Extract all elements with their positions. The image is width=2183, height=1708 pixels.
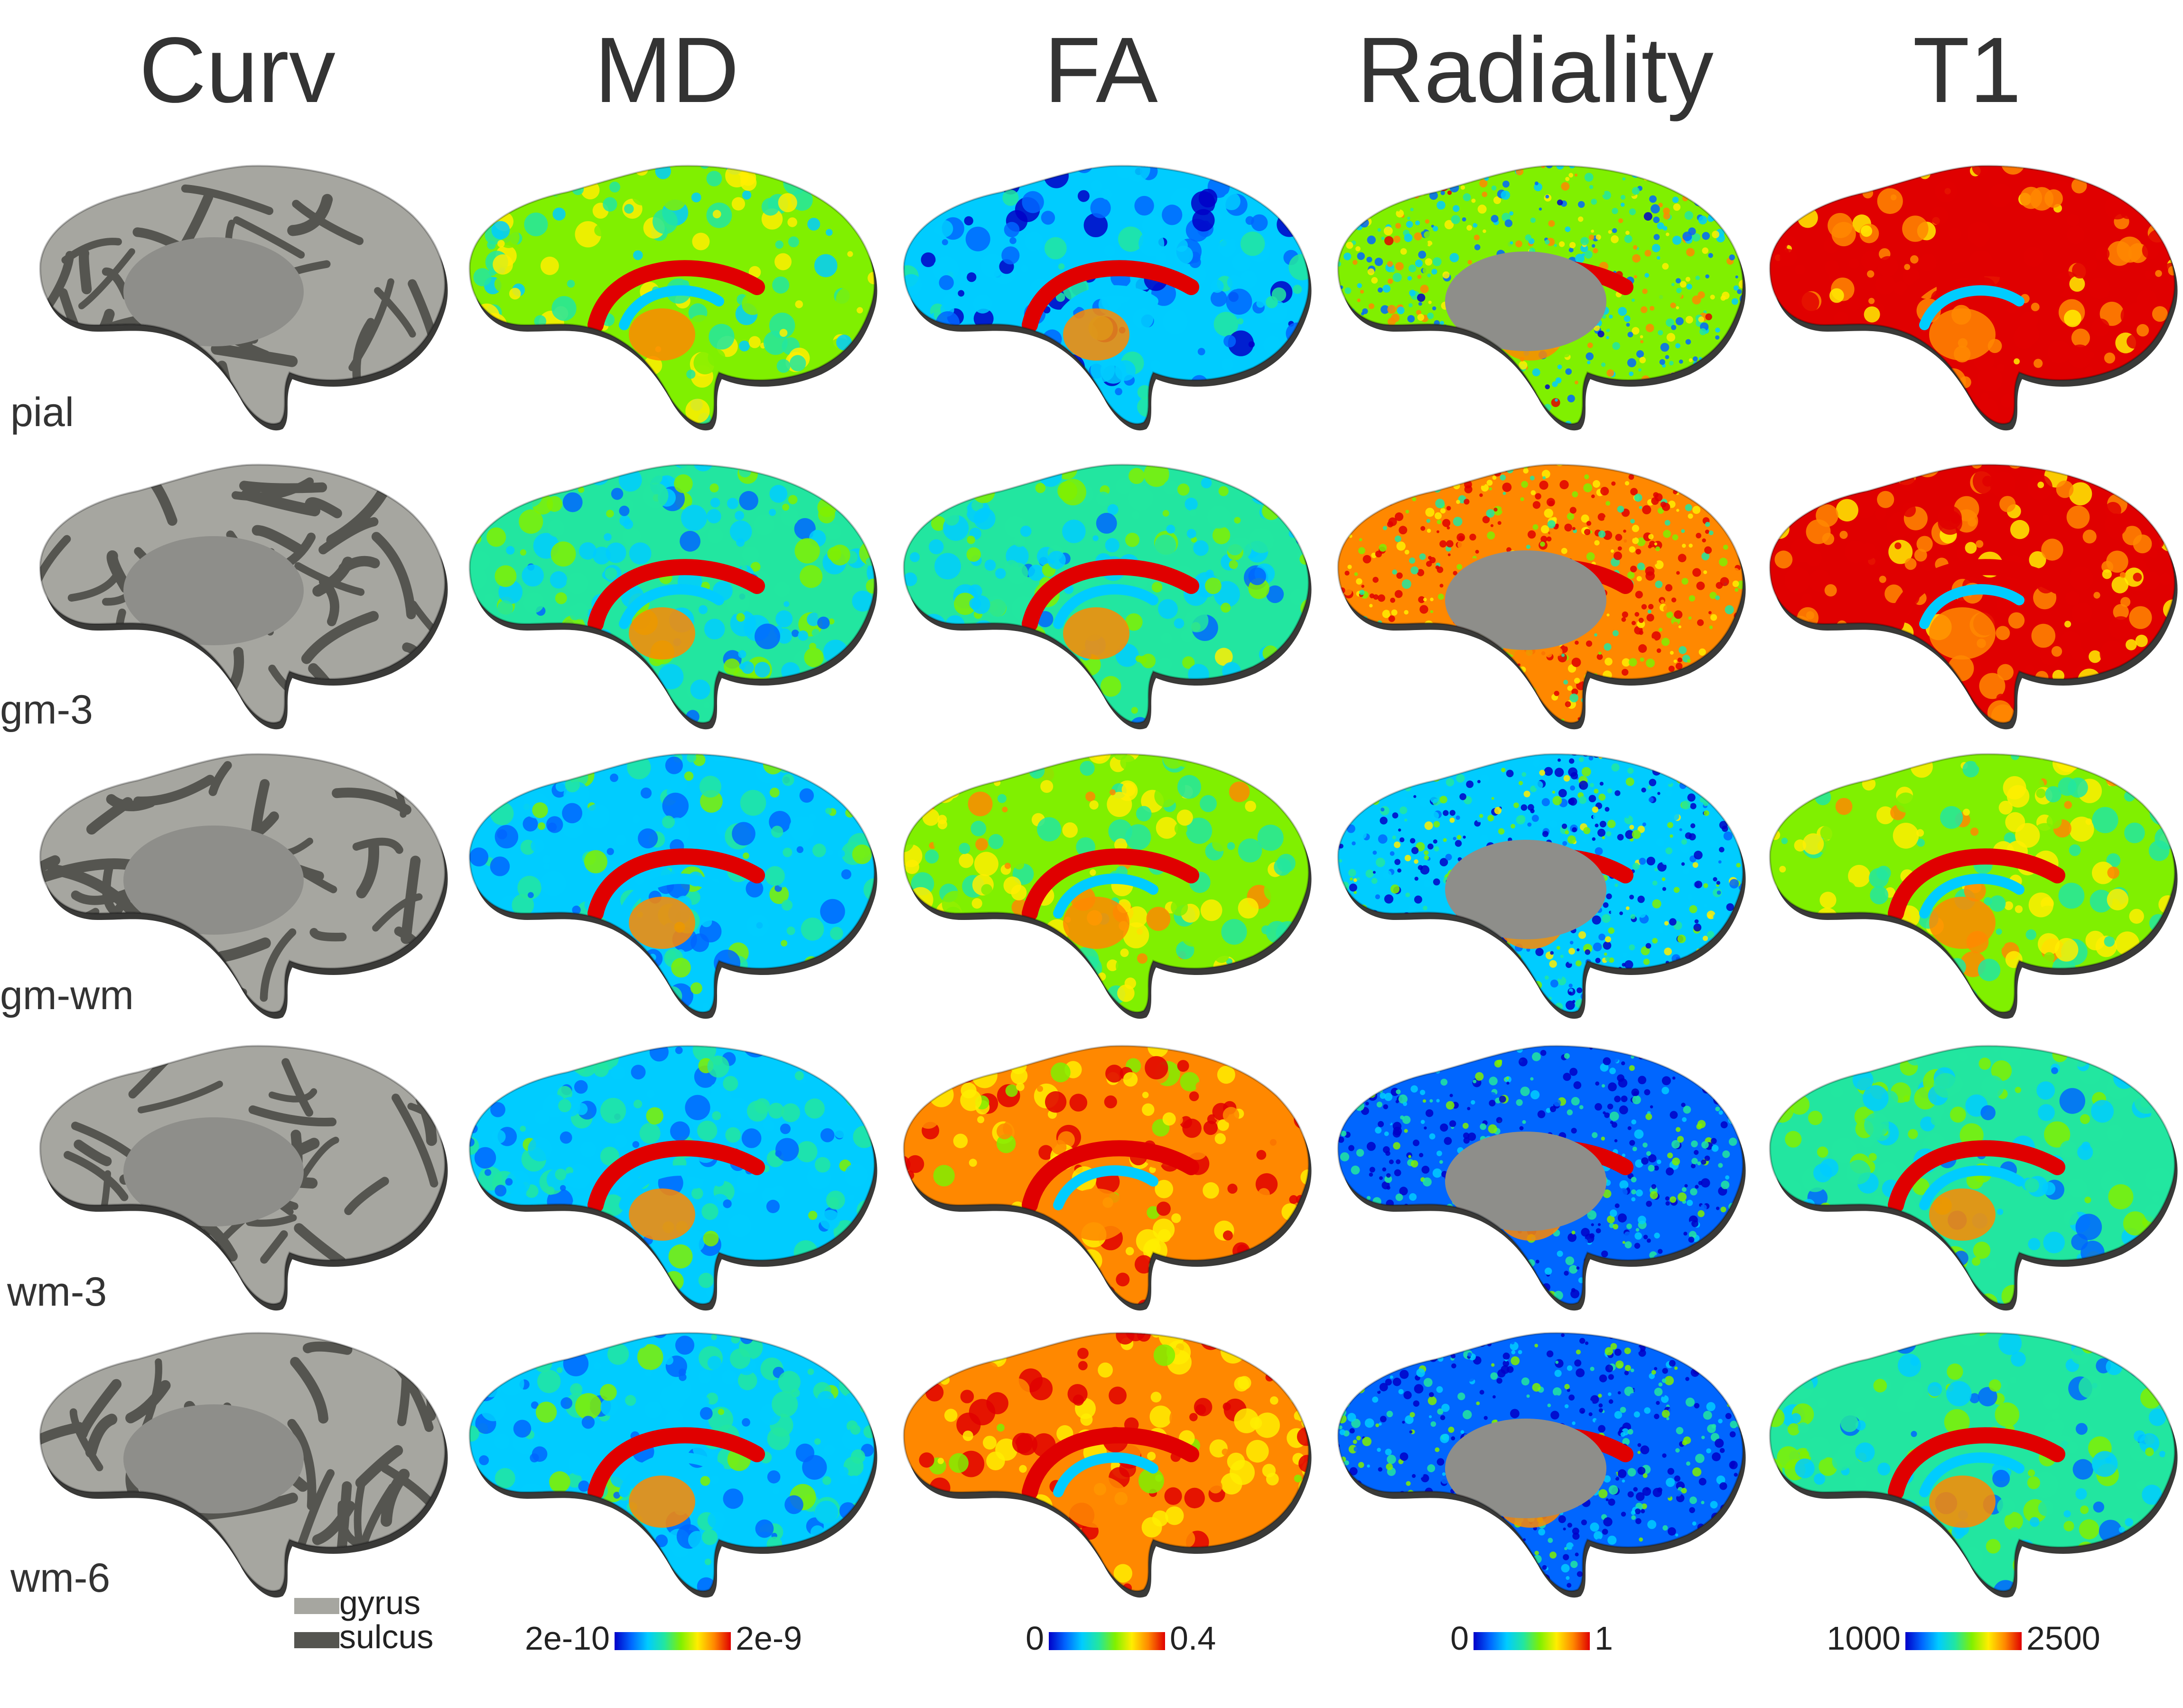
brain-surface-gm-wm-md: [468, 753, 877, 1019]
surface-texture: [1770, 1046, 2175, 1304]
surface-texture: [904, 754, 1309, 1012]
brain-surface-pial-radiality: [1337, 165, 1746, 431]
sulcus-label: sulcus: [339, 1618, 433, 1655]
surface-texture: [1338, 166, 1743, 424]
colorbar-fa-max: 0.4: [1170, 1620, 1216, 1657]
row-label-wm-6: wm-6: [10, 1555, 110, 1601]
surface-texture: [904, 464, 1309, 723]
brain-surface-gm-wm-fa: [903, 753, 1312, 1019]
brain-surface-gm-3-fa: [903, 464, 1312, 730]
brain-surface-gm-3-md: [468, 464, 877, 730]
surface-texture: [40, 166, 445, 424]
colorbar-t1-min: 1000: [1827, 1620, 1901, 1657]
brain-surface-gm-wm-radiality: [1337, 753, 1746, 1019]
col-title-md: MD: [595, 18, 739, 122]
surface-texture: [469, 166, 875, 424]
colorbar-fa-min: 0: [1026, 1620, 1044, 1657]
gyrus-label: gyrus: [339, 1584, 420, 1621]
colorbar-radiality-min: 0: [1450, 1620, 1469, 1657]
brain-surface-wm-6-curv: [39, 1332, 448, 1598]
brain-surface-wm-6-t1: [1769, 1332, 2178, 1598]
brain-surface-pial-md: [468, 165, 877, 431]
brain-surface-pial-fa: [903, 165, 1312, 431]
brain-surface-wm-3-curv: [39, 1045, 448, 1311]
brain-grid: [39, 165, 2178, 1598]
surface-texture: [904, 1046, 1309, 1304]
brain-surface-wm-3-t1: [1769, 1045, 2178, 1311]
row-labels: pial gm-3 gm-wm wm-3 wm-6: [0, 390, 134, 1601]
legends: gyrus sulcus 2e-10 2e-9 0 0.4 0 1 1000 2…: [294, 1584, 2100, 1657]
brain-surface-pial-t1: [1769, 165, 2178, 431]
surface-texture: [1338, 464, 1743, 723]
surface-texture: [40, 464, 445, 723]
surface-texture: [1770, 464, 2175, 723]
colorbar-fa: 0 0.4: [1026, 1620, 1216, 1657]
row-label-gm-wm: gm-wm: [0, 973, 134, 1018]
brain-surface-gm-3-t1: [1769, 464, 2178, 730]
colorbar-radiality-gradient: [1474, 1632, 1590, 1650]
brain-surface-gm-wm-t1: [1769, 753, 2178, 1019]
surface-texture: [40, 1333, 445, 1591]
surface-texture: [1770, 166, 2175, 424]
brain-surface-wm-6-radiality: [1337, 1332, 1746, 1598]
colorbar-md: 2e-10 2e-9: [525, 1620, 802, 1657]
colorbar-t1-gradient: [1905, 1632, 2022, 1650]
colorbar-radiality: 0 1: [1450, 1620, 1613, 1657]
surface-texture: [469, 464, 875, 723]
brain-surface-gm-3-radiality: [1337, 464, 1746, 730]
gyrus-swatch: [294, 1598, 339, 1614]
surface-texture: [1770, 1333, 2175, 1591]
row-label-pial: pial: [10, 390, 74, 435]
sulcus-swatch: [294, 1632, 339, 1648]
curv-legend: gyrus sulcus: [294, 1584, 433, 1655]
colorbar-md-gradient: [615, 1632, 731, 1650]
surface-texture: [1338, 1046, 1743, 1304]
col-title-fa: FA: [1044, 18, 1158, 122]
col-title-radiality: Radiality: [1357, 18, 1714, 122]
colorbar-md-min: 2e-10: [525, 1620, 610, 1657]
brain-surface-wm-3-radiality: [1337, 1045, 1746, 1311]
colorbar-md-max: 2e-9: [736, 1620, 802, 1657]
column-titles: Curv MD FA Radiality T1: [139, 18, 2021, 122]
row-label-wm-3: wm-3: [7, 1269, 107, 1315]
row-label-gm-3: gm-3: [0, 687, 93, 733]
brain-surface-gm-3-curv: [39, 464, 448, 730]
col-title-curv: Curv: [139, 18, 336, 122]
brain-surface-wm-6-fa: [903, 1332, 1312, 1598]
col-title-t1: T1: [1913, 18, 2022, 122]
colorbar-radiality-max: 1: [1595, 1620, 1613, 1657]
surface-texture: [1338, 754, 1743, 1012]
surface-texture: [469, 1333, 875, 1591]
surface-texture: [469, 1046, 875, 1304]
brain-surface-wm-3-fa: [903, 1045, 1312, 1311]
brain-surface-wm-6-md: [468, 1332, 877, 1598]
surface-texture: [1338, 1333, 1743, 1591]
colorbar-t1: 1000 2500: [1827, 1620, 2100, 1657]
colorbar-fa-gradient: [1049, 1632, 1165, 1650]
brain-surface-pial-curv: [39, 165, 448, 431]
brain-surface-wm-3-md: [468, 1045, 877, 1311]
colorbar-t1-max: 2500: [2026, 1620, 2100, 1657]
